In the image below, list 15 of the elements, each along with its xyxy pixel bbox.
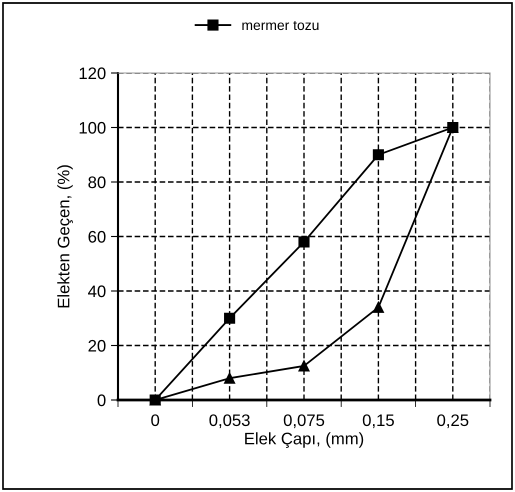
x-tick-label: 0 [151,414,160,426]
x-tick-label: 0,075 [284,414,324,428]
y-tick-label: 0 [98,394,106,406]
y-tick-label: 40 [88,285,106,298]
x-axis-title: Elek Çapı, (mm) [245,432,364,448]
x-tick-label: 0,15 [362,414,394,428]
legend-label: mermer tozu [242,20,318,30]
x-tick-label: 0,053 [209,414,250,428]
y-tick-label: 20 [88,340,106,352]
y-tick-label: 80 [88,176,106,188]
y-tick-label: 100 [80,122,106,134]
y-axis-title: Elekten Geçen, (%) [57,165,73,308]
y-tick-label: 60 [88,230,106,243]
x-tick-label: 0,25 [437,414,468,428]
y-tick-label: 120 [80,67,106,80]
